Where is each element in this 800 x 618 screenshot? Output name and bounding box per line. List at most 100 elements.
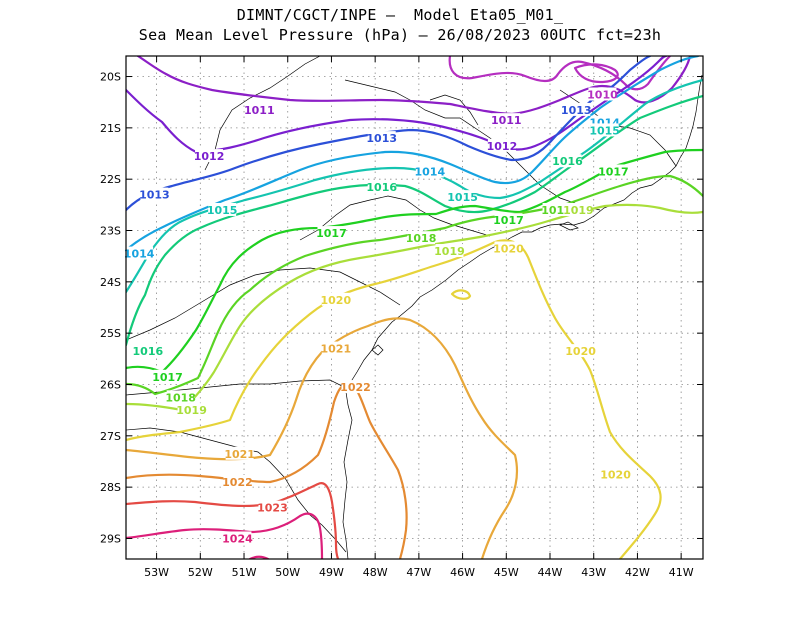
coastline-island <box>371 344 384 356</box>
isobar-label-bg <box>492 113 521 127</box>
y-tick-label: 21S <box>100 122 121 135</box>
isobar-label: 1018 <box>165 391 196 404</box>
isobar-label-bg <box>599 164 628 178</box>
isobar-label: 1013 <box>561 104 592 117</box>
state-border <box>559 89 677 167</box>
isobar-label-bg <box>542 202 571 216</box>
isobar-label-bg <box>494 241 523 255</box>
isobar-label: 1015 <box>207 204 238 217</box>
y-tick-label: 22S <box>100 173 121 186</box>
isobar-label: 1019 <box>434 245 465 258</box>
isobar-label: 1017 <box>493 214 524 227</box>
x-tick-label: 47W <box>406 566 431 579</box>
isobar-label: 1022 <box>340 381 371 394</box>
isobar-1017 <box>126 148 703 374</box>
isobar-label-bg <box>140 187 169 201</box>
isobar-label: 1024 <box>222 532 253 545</box>
isobar-label: 1010 <box>587 88 618 101</box>
isobar-label: 1013 <box>139 189 170 202</box>
isobar-1010 <box>573 63 619 84</box>
x-tick-label: 51W <box>232 566 257 579</box>
x-tick-label: 49W <box>319 566 344 579</box>
isobar-label: 1023 <box>257 502 288 515</box>
isobar-label: 1012 <box>487 140 518 153</box>
isobar-label-bg <box>177 403 206 417</box>
state-border <box>344 79 601 211</box>
isobar-1021 <box>126 317 519 559</box>
x-tick-label: 46W <box>450 566 475 579</box>
isobar-labels: 1010 1011 1011 1012 1012 1013 1013 1013 1014 1014… <box>124 87 631 545</box>
isobar-label: 1020 <box>600 468 631 481</box>
isobar-label-bg <box>195 149 224 163</box>
isobar-1011 <box>136 56 692 116</box>
x-tick-label: 41W <box>669 566 694 579</box>
isobar-label: 1021 <box>321 343 352 356</box>
isobar-label: 1018 <box>406 232 437 245</box>
y-tick-label: 27S <box>100 430 121 443</box>
y-tick-label: 25S <box>100 327 121 340</box>
isobar-1024 <box>248 555 270 559</box>
isobar-label-bg <box>258 500 287 514</box>
isobar-1020 <box>126 239 662 559</box>
coastline-detail <box>559 221 579 231</box>
isobar-label-bg <box>487 138 516 152</box>
isobar-label: 1017 <box>316 227 347 240</box>
isobar-label: 1020 <box>321 294 352 307</box>
isobar-label: 1016 <box>552 155 583 168</box>
isobar-label: 1019 <box>176 404 207 417</box>
isobar-label-bg <box>562 102 591 116</box>
isobar-label: 1015 <box>447 191 478 204</box>
isobar-label: 1014 <box>414 165 445 178</box>
y-tick-label: 29S <box>100 532 121 545</box>
isobar-1014 <box>126 56 700 252</box>
coastline <box>342 74 703 559</box>
isobar-label-bg <box>415 164 444 178</box>
isobar-label-bg <box>245 102 274 116</box>
y-tick-label: 28S <box>100 481 121 494</box>
isobar-label: 1020 <box>493 242 524 255</box>
isobar-label-bg <box>494 213 523 227</box>
isobar-label-bg <box>223 531 252 545</box>
isobar-label: 1014 <box>124 248 155 261</box>
isobar-1010 <box>448 56 672 91</box>
isobar-label: 1020 <box>565 345 596 358</box>
isobar-label-bg <box>166 390 195 404</box>
isobar-label-bg <box>588 87 617 101</box>
x-tick-label: 50W <box>275 566 300 579</box>
y-tick-label: 24S <box>100 276 121 289</box>
state-border <box>429 94 479 126</box>
isobar-label-bg <box>564 202 593 216</box>
x-tick-label: 42W <box>625 566 650 579</box>
isobar-label: 1015 <box>589 124 620 137</box>
isobar-label: 1018 <box>541 204 572 217</box>
isobar-label-bg <box>435 244 464 258</box>
state-border <box>204 56 321 171</box>
isobar-label-bg <box>407 231 436 245</box>
x-tick-label: 48W <box>363 566 388 579</box>
isobar-label-bg <box>566 344 595 358</box>
map-title-line2: Sea Mean Level Pressure (hPa) – 26/08/20… <box>138 26 662 44</box>
y-tick-label: 23S <box>100 225 121 238</box>
isobar-label: 1011 <box>244 104 275 117</box>
latitude-ticks: 20S 21S 22S 23S 24S 25S 26S 27S 28S 29S <box>100 71 703 545</box>
plot-frame <box>125 55 704 560</box>
isobar-label: 1022 <box>222 476 253 489</box>
isobar-1019 <box>126 203 703 412</box>
isobar-label-bg <box>317 226 346 240</box>
isobar-label: 1012 <box>194 150 225 163</box>
isobar-label-bg <box>225 446 254 460</box>
y-tick-label: 26S <box>100 378 121 391</box>
isobar-label: 1013 <box>366 132 397 145</box>
isobar-label-bg <box>601 467 630 481</box>
y-tick-label: 20S <box>100 71 121 84</box>
isobar-label-bg <box>133 344 162 358</box>
isobar-label-bg <box>321 341 350 355</box>
map-title-line1: DIMNT/CGCT/INPE – Model Eta05_M01_ <box>236 6 564 24</box>
isobar-label-bg <box>590 123 619 137</box>
isobar-label-bg <box>367 131 396 145</box>
isobar-label: 1016 <box>133 345 164 358</box>
isobar-label: 1021 <box>224 448 255 461</box>
isobar-label-bg <box>341 380 370 394</box>
isobar-label-bg <box>553 154 582 168</box>
